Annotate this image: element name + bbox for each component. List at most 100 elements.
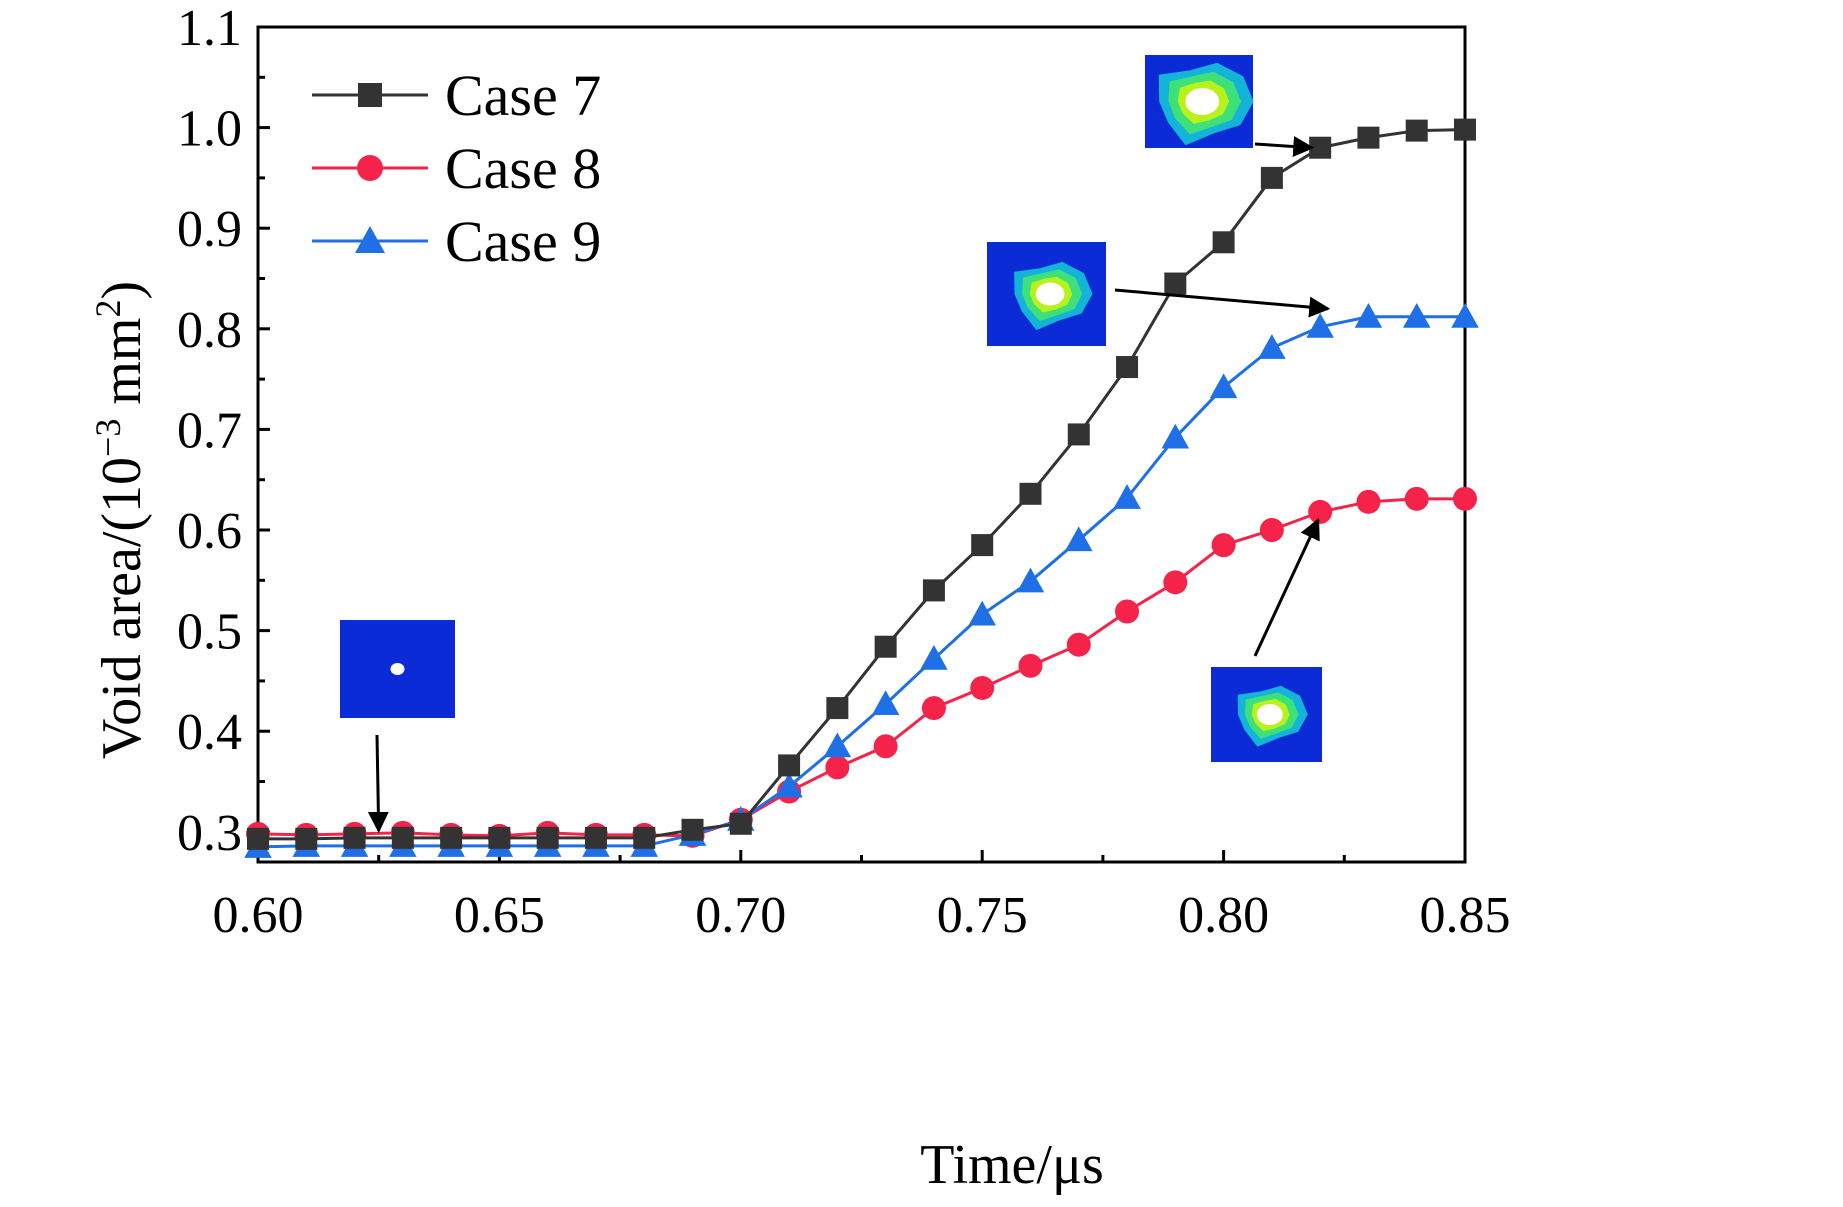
y-tick-label: 0.3 bbox=[177, 805, 242, 862]
legend-label: Case 7 bbox=[445, 63, 601, 128]
data-point bbox=[440, 826, 463, 849]
y-axis-title-prefix: Void area/(10 bbox=[91, 457, 153, 759]
data-point bbox=[536, 826, 559, 849]
data-point bbox=[971, 534, 994, 557]
data-point bbox=[1454, 118, 1476, 141]
data-point bbox=[922, 579, 945, 602]
y-tick-label: 1.0 bbox=[177, 101, 242, 158]
data-point bbox=[1116, 356, 1139, 379]
x-tick-label: 0.80 bbox=[1178, 887, 1269, 944]
data-point bbox=[1067, 423, 1090, 446]
y-tick-label: 0.6 bbox=[177, 503, 242, 560]
data-point bbox=[1258, 334, 1286, 359]
inset-case8-void bbox=[1211, 517, 1322, 762]
data-point bbox=[874, 635, 897, 658]
data-point bbox=[1018, 653, 1043, 678]
data-point bbox=[1356, 489, 1381, 514]
inset-layer bbox=[340, 55, 1331, 833]
data-point bbox=[1259, 518, 1284, 543]
legend: Case 7 Case 8 Case 9 bbox=[312, 63, 601, 274]
axes: 0.60 0.65 0.70 0.75 0.80 0.85 0.3 0.4 0.5 0.6 0.7 0… bbox=[177, 0, 1511, 944]
y-tick-label: 0.5 bbox=[177, 604, 242, 661]
x-axis-title: Time/μs bbox=[920, 1134, 1104, 1196]
inset-case9-void bbox=[987, 242, 1331, 346]
legend-marker bbox=[358, 83, 382, 107]
data-point bbox=[633, 826, 656, 849]
data-point bbox=[1211, 533, 1236, 558]
data-point bbox=[488, 826, 511, 849]
data-point bbox=[826, 697, 849, 720]
data-point bbox=[1066, 632, 1091, 657]
data-point bbox=[968, 600, 996, 626]
data-point bbox=[920, 645, 948, 670]
data-point bbox=[1019, 482, 1042, 505]
y-tick-label: 0.9 bbox=[177, 201, 242, 258]
legend-label: Case 8 bbox=[445, 136, 601, 201]
data-point bbox=[921, 696, 946, 721]
legend-item-case-9: Case 9 bbox=[312, 209, 601, 274]
data-point bbox=[1260, 166, 1283, 189]
y-axis-title: Void area/(10−3 mm2) bbox=[88, 281, 153, 759]
x-tick-label: 0.75 bbox=[937, 887, 1028, 944]
data-point bbox=[1451, 302, 1479, 328]
data-point bbox=[1209, 373, 1238, 399]
data-point bbox=[1306, 313, 1334, 338]
y-tick-label: 0.8 bbox=[177, 302, 242, 359]
y-tick-label: 0.4 bbox=[177, 704, 242, 761]
data-point bbox=[1113, 484, 1141, 509]
inset-arrow bbox=[1254, 136, 1315, 157]
x-tick-label: 0.60 bbox=[213, 887, 304, 944]
data-point bbox=[295, 827, 318, 850]
data-point bbox=[1065, 526, 1093, 552]
data-point bbox=[681, 818, 704, 841]
data-point bbox=[970, 675, 995, 700]
y-tick-label: 1.1 bbox=[177, 0, 242, 57]
data-point bbox=[247, 827, 269, 850]
data-point bbox=[343, 826, 366, 849]
x-tick-label: 0.65 bbox=[454, 887, 545, 944]
legend-marker bbox=[355, 226, 385, 253]
y-tick-label: 0.7 bbox=[177, 402, 242, 459]
data-point bbox=[1115, 599, 1140, 624]
series-case-7 bbox=[247, 118, 1476, 850]
inset-initial-void bbox=[340, 620, 455, 833]
data-point bbox=[1016, 567, 1045, 593]
data-point bbox=[1164, 272, 1187, 295]
series-layer bbox=[244, 118, 1479, 858]
data-point bbox=[1354, 302, 1383, 328]
inset-arrow bbox=[1253, 517, 1320, 657]
data-point bbox=[825, 755, 850, 780]
data-point bbox=[823, 732, 852, 758]
data-point bbox=[1309, 136, 1332, 159]
data-point bbox=[1402, 302, 1431, 328]
x-tick-label: 0.85 bbox=[1420, 887, 1511, 944]
data-point bbox=[1357, 126, 1380, 149]
data-point bbox=[729, 812, 752, 835]
y-axis-title-exponent: −3 bbox=[88, 419, 128, 457]
data-point bbox=[391, 826, 414, 849]
data-point bbox=[1308, 499, 1333, 524]
data-point bbox=[873, 734, 898, 759]
data-point bbox=[1212, 231, 1235, 254]
data-point bbox=[775, 772, 803, 798]
data-point bbox=[584, 826, 607, 849]
legend-label: Case 9 bbox=[445, 209, 601, 274]
inset-void bbox=[1256, 704, 1283, 725]
data-point bbox=[778, 754, 801, 777]
legend-marker bbox=[357, 155, 383, 181]
data-point bbox=[1404, 486, 1429, 511]
inset-arrow bbox=[367, 734, 389, 833]
data-point bbox=[871, 690, 900, 716]
series-line bbox=[257, 315, 1465, 849]
data-point bbox=[1163, 570, 1188, 595]
data-point bbox=[1161, 423, 1190, 449]
y-axis-title-exponent2: 2 bbox=[88, 300, 128, 318]
x-tick-label: 0.70 bbox=[695, 887, 786, 944]
data-point bbox=[1453, 486, 1477, 511]
inset-void bbox=[1185, 88, 1220, 115]
data-point bbox=[1405, 119, 1428, 142]
y-axis-title-suffix: ) bbox=[91, 281, 153, 300]
series-case-9 bbox=[244, 302, 1479, 858]
legend-item-case-7: Case 7 bbox=[312, 63, 601, 128]
